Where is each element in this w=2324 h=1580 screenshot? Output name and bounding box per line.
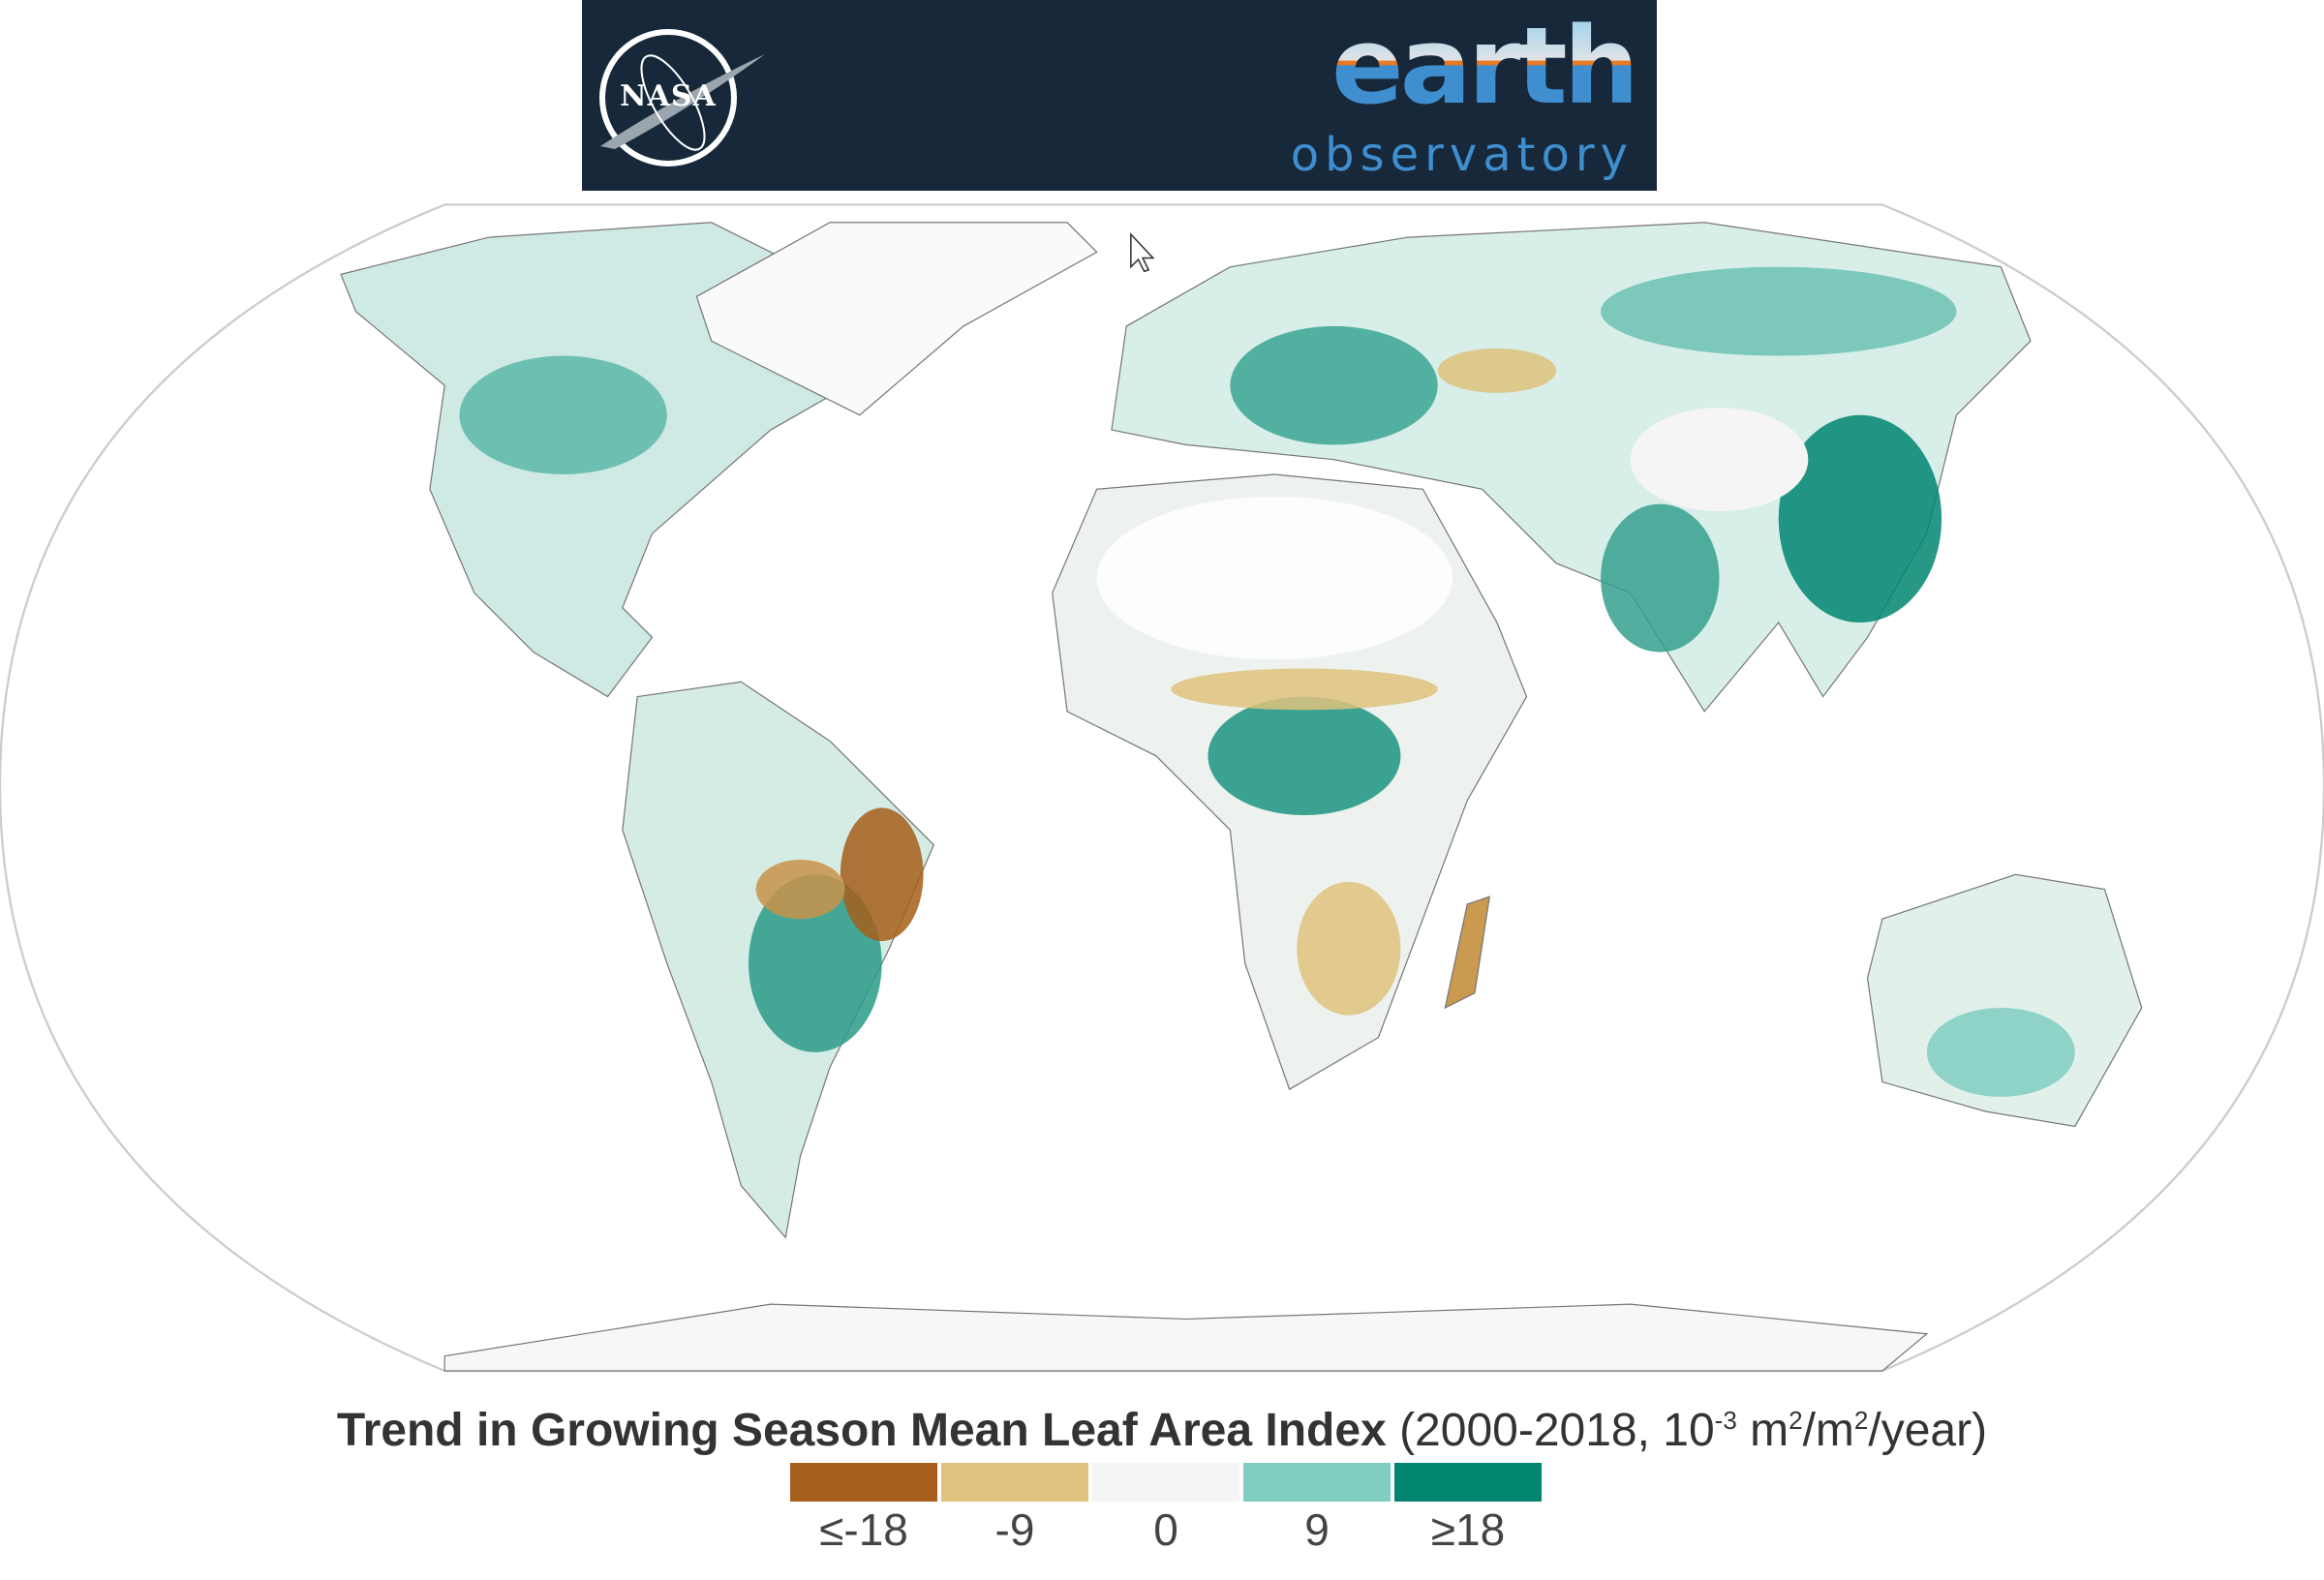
cursor-icon	[1130, 232, 1155, 273]
legend-label: ≤-18	[819, 1504, 908, 1555]
earth-observatory-logo: earth	[1331, 8, 1636, 124]
browning-area	[755, 859, 845, 920]
browning-area	[1297, 881, 1401, 1016]
legend-swatch	[1092, 1463, 1239, 1502]
legend-swatches	[790, 1463, 1542, 1502]
greening-area	[748, 874, 882, 1052]
legend-label: ≥18	[1430, 1504, 1506, 1555]
legend-label: 0	[1153, 1504, 1178, 1555]
title-sup2: 2	[1853, 1406, 1869, 1435]
browning-areas	[755, 348, 1557, 1016]
title-main: Trend in Growing Season Mean Leaf Area I…	[336, 1405, 1387, 1456]
chart-title: Trend in Growing Season Mean Leaf Area I…	[0, 1402, 2324, 1460]
greening-area	[1601, 266, 1957, 356]
greening-area	[1926, 1008, 2075, 1097]
header-banner: NASA earth observatory	[582, 0, 1657, 191]
legend-labels: ≤-18 -9 0 9 ≥18	[790, 1503, 1542, 1557]
legend-swatch	[941, 1463, 1088, 1502]
greening-areas	[459, 266, 2075, 1097]
title-prefix: (2000-2018, 10	[1399, 1405, 1715, 1456]
title-unit1: m	[1736, 1405, 1789, 1456]
legend-label: -9	[994, 1504, 1035, 1555]
greening-area	[459, 355, 667, 474]
greening-area	[1208, 696, 1401, 816]
title-exp: -3	[1714, 1406, 1737, 1435]
greenland	[695, 222, 1098, 416]
greening-area	[1778, 414, 1942, 623]
legend-label: 9	[1304, 1504, 1330, 1555]
title-detail: (2000-2018, 10-3 m2/m2/year)	[1399, 1405, 1987, 1456]
browning-area	[1171, 668, 1438, 711]
greening-area	[1601, 503, 1720, 653]
sahara	[1096, 496, 1452, 660]
title-sup1: 2	[1789, 1406, 1803, 1435]
nasa-logo-text: NASA	[620, 79, 717, 113]
madagascar	[1444, 896, 1491, 1010]
title-suffix: /year)	[1868, 1405, 1988, 1456]
browning-area	[1437, 348, 1557, 393]
title-unit2: /m	[1802, 1405, 1854, 1456]
nasa-swoosh-icon	[600, 54, 765, 151]
nasa-logo: NASA	[599, 29, 765, 167]
tibet	[1630, 408, 1809, 512]
earth-observatory-logo-sub: observatory	[1290, 128, 1634, 182]
legend-swatch	[790, 1463, 937, 1502]
legend-swatch	[1243, 1463, 1391, 1502]
greening-area	[1230, 325, 1438, 445]
legend-swatch	[1394, 1463, 1542, 1502]
antarctica	[443, 1303, 1929, 1372]
browning-area	[840, 807, 924, 942]
